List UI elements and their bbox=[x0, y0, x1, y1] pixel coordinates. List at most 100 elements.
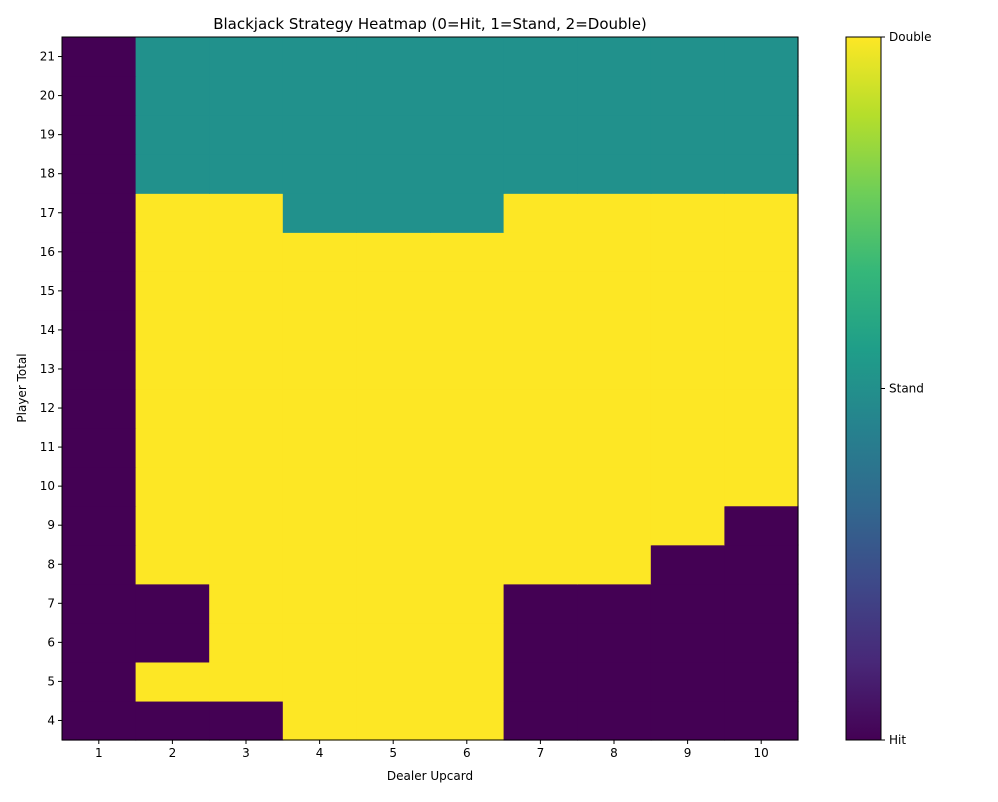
heatmap-cell bbox=[577, 388, 652, 429]
heatmap-cell bbox=[724, 427, 799, 468]
heatmap-cell bbox=[724, 154, 799, 194]
x-axis-label: Dealer Upcard bbox=[387, 769, 473, 783]
heatmap-cell bbox=[62, 544, 137, 585]
heatmap-cell bbox=[724, 349, 799, 390]
heatmap-cell bbox=[282, 583, 357, 624]
chart-title: Blackjack Strategy Heatmap (0=Hit, 1=Sta… bbox=[213, 15, 647, 33]
heatmap-cell bbox=[430, 154, 505, 194]
heatmap-cell bbox=[135, 115, 210, 155]
heatmap-cell bbox=[135, 232, 210, 272]
x-tick-label: 1 bbox=[95, 746, 103, 760]
y-tick-label: 7 bbox=[47, 596, 55, 610]
heatmap-cell bbox=[503, 388, 578, 429]
heatmap-cell bbox=[724, 505, 799, 546]
y-tick-label: 15 bbox=[40, 284, 55, 298]
heatmap-cell bbox=[724, 115, 799, 155]
heatmap-cell bbox=[282, 349, 357, 390]
y-tick-label: 19 bbox=[40, 128, 55, 142]
heatmap-cell bbox=[135, 193, 210, 233]
heatmap-cell bbox=[135, 661, 210, 702]
x-tick-label: 6 bbox=[463, 746, 471, 760]
x-tick-label: 8 bbox=[610, 746, 618, 760]
y-tick-label: 11 bbox=[40, 440, 55, 454]
heatmap-cell bbox=[650, 427, 725, 468]
heatmap-cell bbox=[650, 37, 725, 77]
heatmap-cell bbox=[209, 427, 284, 468]
heatmap-cell bbox=[650, 505, 725, 546]
heatmap-cell bbox=[650, 349, 725, 390]
heatmap-cell bbox=[650, 700, 725, 741]
heatmap-cell bbox=[282, 310, 357, 351]
heatmap-cell bbox=[282, 544, 357, 585]
y-tick-label: 10 bbox=[40, 479, 55, 493]
heatmap-cell bbox=[135, 622, 210, 663]
heatmap-cell bbox=[62, 349, 137, 390]
heatmap-cell bbox=[430, 271, 505, 311]
heatmap-cell bbox=[503, 154, 578, 194]
heatmap-cell bbox=[503, 466, 578, 507]
heatmap-cell bbox=[503, 232, 578, 272]
colorbar-tick-label: Hit bbox=[889, 733, 906, 747]
heatmap-cell bbox=[650, 388, 725, 429]
heatmap-cell bbox=[650, 583, 725, 624]
heatmap-cell bbox=[135, 427, 210, 468]
heatmap-cell bbox=[62, 388, 137, 429]
heatmap-cell bbox=[430, 310, 505, 351]
heatmap-cell bbox=[135, 583, 210, 624]
heatmap-cell bbox=[135, 310, 210, 351]
heatmap-cell bbox=[430, 427, 505, 468]
heatmap-cell bbox=[135, 349, 210, 390]
heatmap-cell bbox=[209, 115, 284, 155]
heatmap-cell bbox=[430, 115, 505, 155]
heatmap-cell bbox=[282, 232, 357, 272]
heatmap-cell bbox=[503, 115, 578, 155]
heatmap-cell bbox=[282, 466, 357, 507]
colorbar bbox=[845, 36, 882, 741]
y-tick-label: 6 bbox=[47, 635, 55, 649]
heatmap-cell bbox=[356, 505, 431, 546]
heatmap-cell bbox=[577, 622, 652, 663]
heatmap-cell bbox=[209, 700, 284, 741]
x-tick-label: 2 bbox=[169, 746, 177, 760]
heatmap-cell bbox=[430, 76, 505, 116]
heatmap-cell bbox=[430, 661, 505, 702]
heatmap-cell bbox=[356, 388, 431, 429]
heatmap-cell bbox=[62, 232, 137, 272]
heatmap-cell bbox=[356, 154, 431, 194]
heatmap-cell bbox=[430, 505, 505, 546]
heatmap-cell bbox=[724, 388, 799, 429]
heatmap-cell bbox=[135, 466, 210, 507]
heatmap-cell bbox=[62, 76, 137, 116]
heatmap-cell bbox=[209, 388, 284, 429]
heatmap-cell bbox=[209, 37, 284, 77]
heatmap-cell bbox=[62, 37, 137, 77]
heatmap-cell bbox=[282, 388, 357, 429]
heatmap-cell bbox=[577, 544, 652, 585]
heatmap-cell bbox=[577, 310, 652, 351]
heatmap-cell bbox=[577, 349, 652, 390]
heatmap-cell bbox=[356, 37, 431, 77]
heatmap-cell bbox=[356, 310, 431, 351]
heatmap-cell bbox=[282, 76, 357, 116]
heatmap-cell bbox=[282, 505, 357, 546]
heatmap-cell bbox=[430, 349, 505, 390]
heatmap-cell bbox=[577, 232, 652, 272]
y-tick-label: 4 bbox=[47, 713, 55, 727]
heatmap-cell bbox=[209, 232, 284, 272]
x-tick-label: 3 bbox=[242, 746, 250, 760]
heatmap-cell bbox=[62, 583, 137, 624]
heatmap-cell bbox=[503, 193, 578, 233]
y-tick-label: 17 bbox=[40, 206, 55, 220]
heatmap-cell bbox=[650, 661, 725, 702]
heatmap-cell bbox=[62, 466, 137, 507]
heatmap-cell bbox=[650, 310, 725, 351]
heatmap-cell bbox=[724, 661, 799, 702]
heatmap-cell bbox=[430, 583, 505, 624]
heatmap-cell bbox=[135, 388, 210, 429]
heatmap-cell bbox=[356, 661, 431, 702]
heatmap-cell bbox=[577, 661, 652, 702]
y-tick-label: 18 bbox=[40, 167, 55, 181]
heatmap-cell bbox=[356, 271, 431, 311]
y-tick-label: 13 bbox=[40, 362, 55, 376]
heatmap-cell bbox=[62, 115, 137, 155]
